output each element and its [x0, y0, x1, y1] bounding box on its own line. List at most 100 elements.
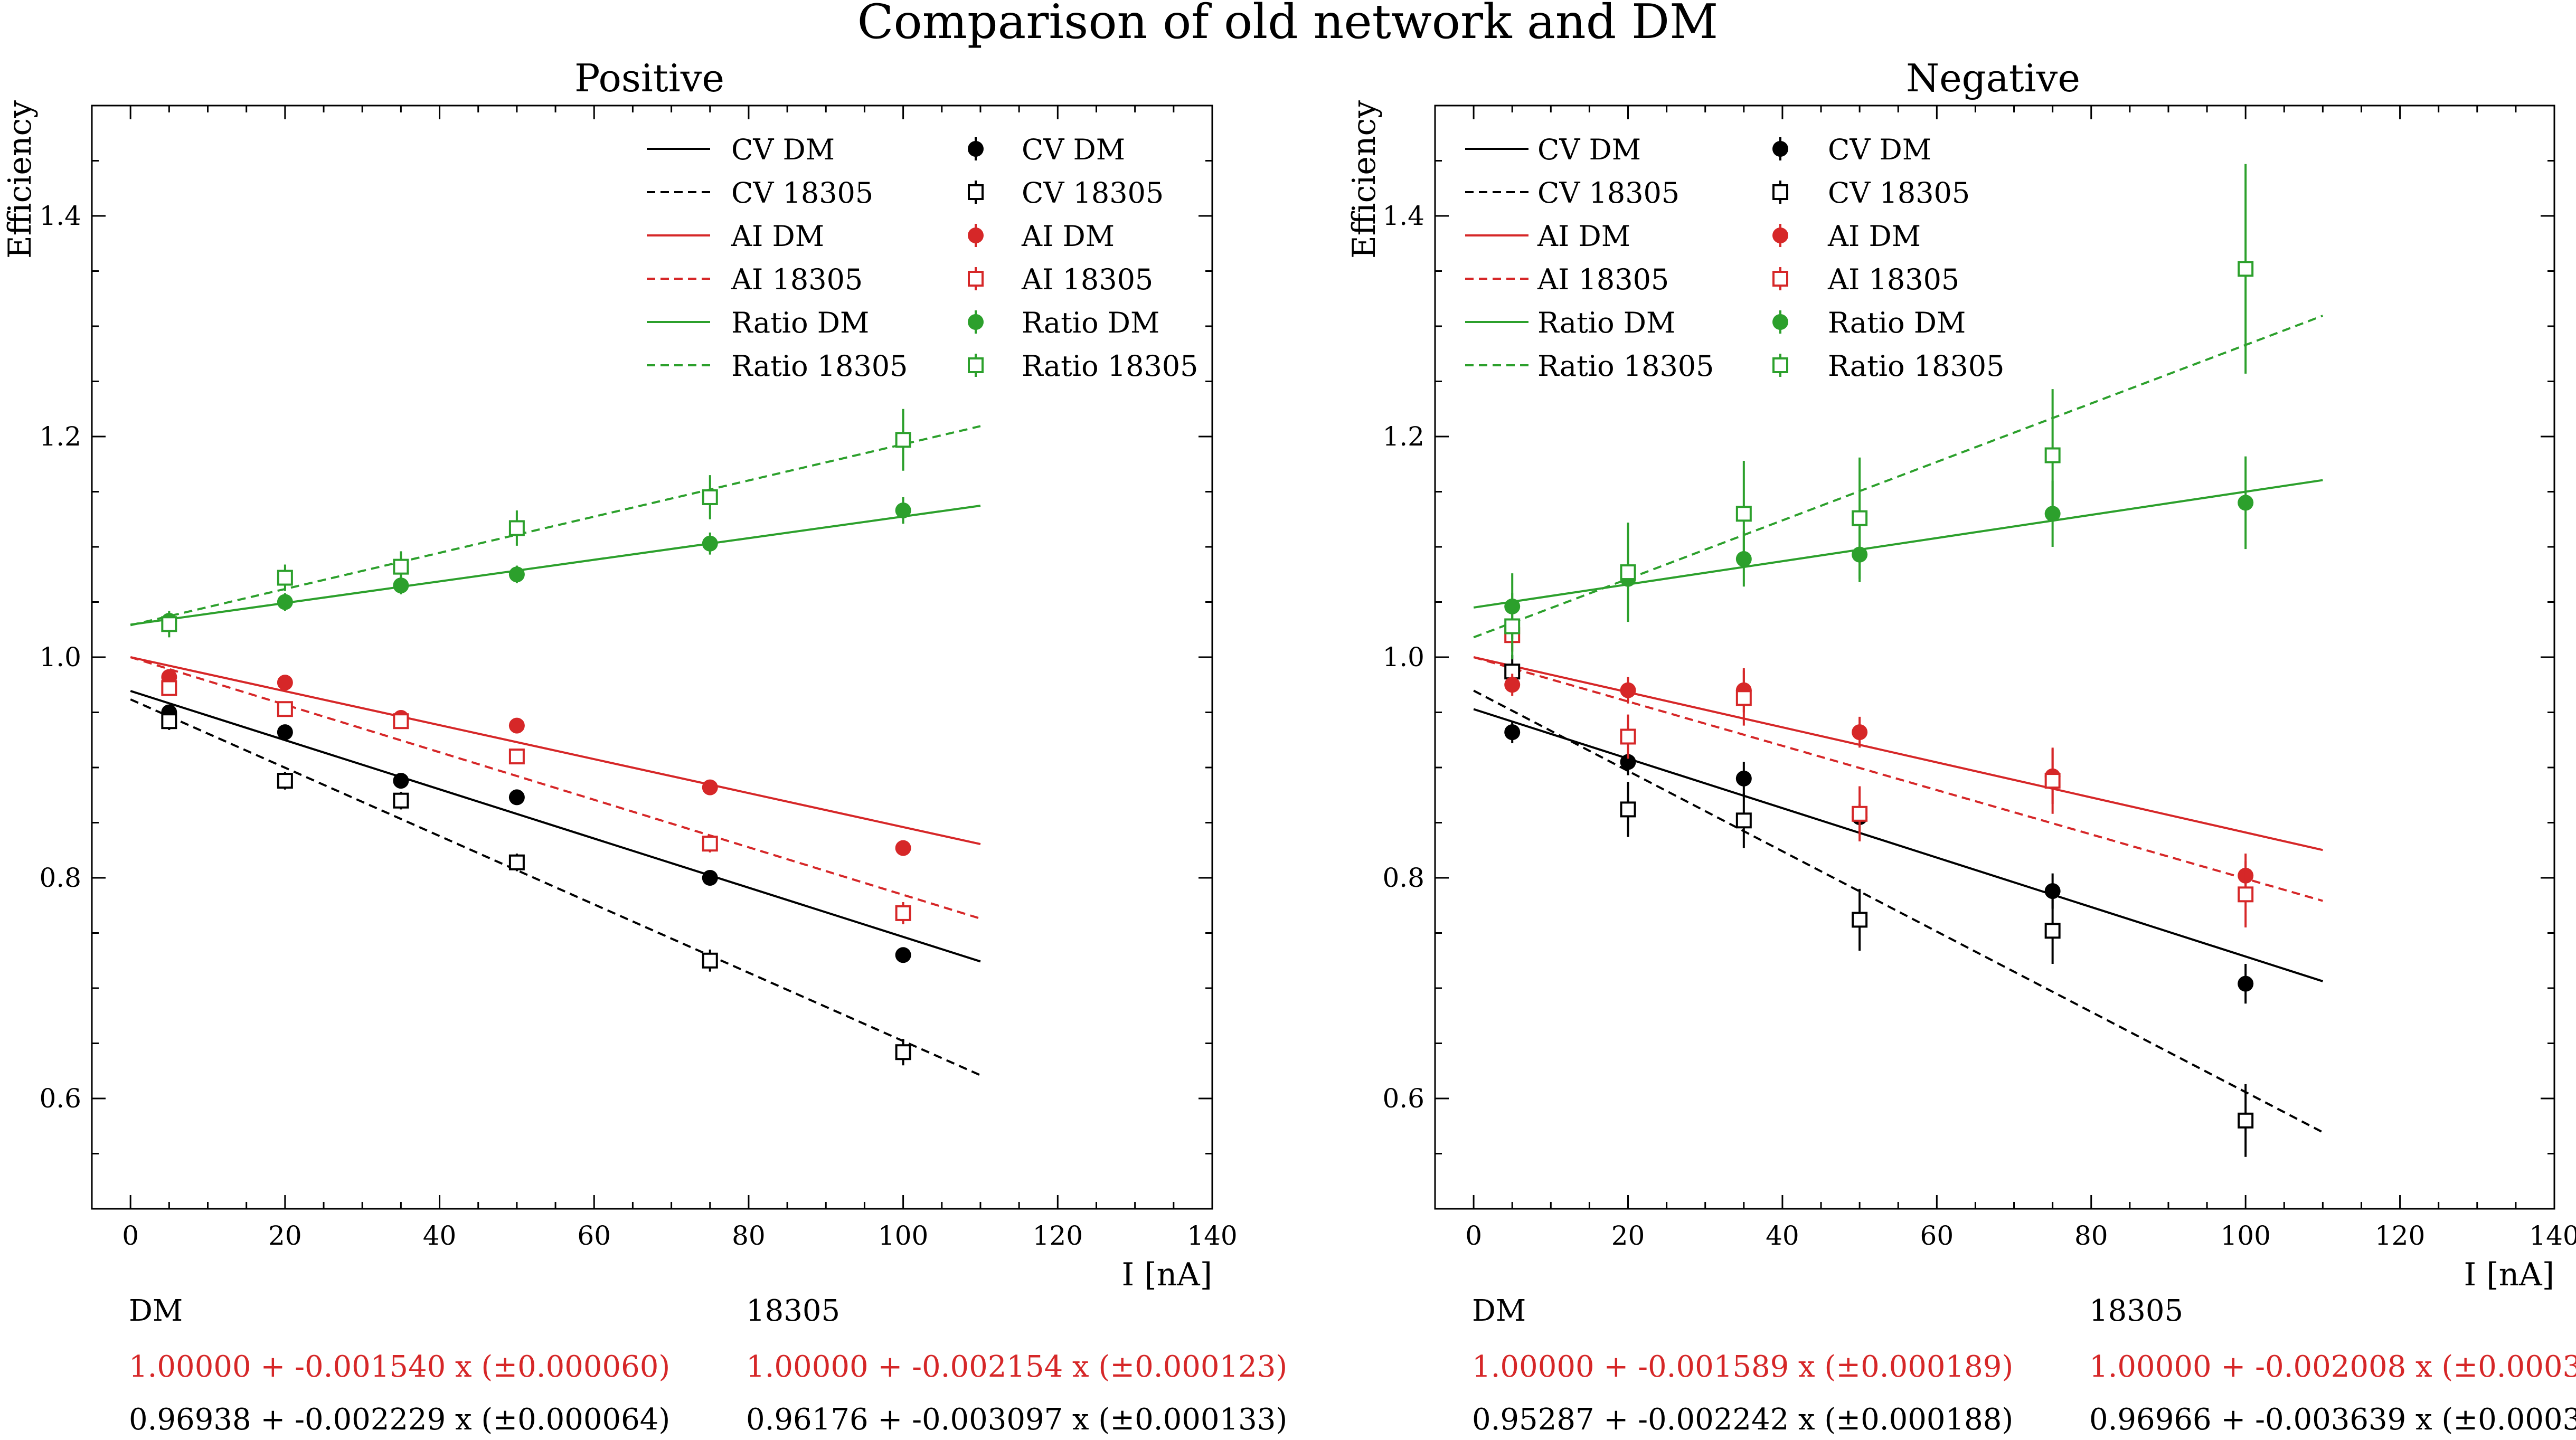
data-point — [2044, 923, 2061, 939]
legend-marker-label: CV 18305 — [1022, 176, 1164, 210]
data-point — [895, 840, 911, 856]
data-point — [508, 749, 525, 765]
legend-marker-swatch — [1772, 357, 1788, 373]
y-tick-label: 1.2 — [39, 421, 81, 452]
data-point — [702, 870, 718, 886]
x-tick-label: 0 — [122, 1220, 139, 1251]
data-point — [277, 675, 293, 691]
dm-ai-fit: 1.00000 + -0.001540 x (±0.000060) — [129, 1350, 670, 1384]
y-tick-label: 1.0 — [1382, 642, 1424, 672]
data-point — [1620, 728, 1636, 745]
legend-line-label: Ratio 18305 — [731, 349, 908, 383]
dm-header: DM — [1472, 1294, 1526, 1328]
data-point — [393, 558, 409, 575]
x-tick-label: 60 — [1920, 1220, 1954, 1251]
data-point — [702, 952, 718, 969]
series-cv-18305 — [1504, 655, 2254, 1157]
series-ai-18305 — [1504, 618, 2254, 928]
figure-title: Comparison of old network and DM — [857, 0, 1719, 50]
fit-line-ratio-18305 — [1473, 315, 2324, 639]
y-tick-label: 1.4 — [39, 201, 81, 231]
fit-line-ratio-dm — [130, 505, 981, 626]
legend-marker-swatch — [968, 314, 984, 330]
ref-cv-fit: 0.96176 + -0.003097 x (±0.000133) — [746, 1403, 1287, 1437]
data-point — [2238, 1112, 2254, 1129]
data-point — [393, 713, 409, 730]
dm-ai-fit: 1.00000 + -0.001589 x (±0.000189) — [1472, 1350, 2013, 1384]
fit-line-cv-18305 — [130, 698, 981, 1076]
data-point — [2238, 495, 2254, 511]
panel-negative: Negative 0.6 0.8 1.0 1.2 1.4 0 20 40 60 80 100 120… — [1346, 56, 2576, 1293]
dm-cv-fit: 0.95287 + -0.002242 x (±0.000188) — [1472, 1403, 2013, 1437]
legend-marker-swatch — [968, 357, 984, 373]
data-point — [1735, 770, 1752, 787]
legend-marker-label: Ratio DM — [1022, 306, 1159, 339]
x-tick-label: 40 — [1766, 1220, 1799, 1251]
legend-marker-swatch — [1772, 314, 1788, 330]
dm-header: DM — [129, 1294, 183, 1328]
legend-marker-label: Ratio DM — [1828, 306, 1966, 339]
legend-marker-label: AI 18305 — [1827, 263, 1959, 296]
data-point — [1735, 506, 1752, 522]
data-point — [1852, 724, 1868, 741]
plot-area — [91, 105, 1213, 1210]
data-point — [1504, 724, 1521, 741]
legend-marker-label: CV 18305 — [1828, 176, 1970, 210]
y-tick-label: 0.8 — [39, 863, 81, 893]
x-tick-label: 120 — [2375, 1220, 2425, 1251]
legend-marker-label: AI 18305 — [1021, 263, 1153, 296]
data-point — [277, 594, 293, 610]
legend-marker-swatch — [1772, 271, 1788, 287]
data-point — [2238, 975, 2254, 992]
data-point — [508, 520, 525, 536]
data-point — [895, 432, 911, 448]
fit-line-cv-dm — [130, 690, 981, 963]
legend-marker-label: Ratio 18305 — [1022, 349, 1199, 383]
x-tick-label: 80 — [732, 1220, 766, 1251]
legend-marker-label: CV DM — [1828, 133, 1931, 166]
y-axis-label: Efficiency — [1346, 100, 1383, 259]
axes-frame — [1434, 105, 2555, 1210]
series-cv-dm — [161, 704, 911, 963]
y-tick-labels: 0.6 0.8 1.0 1.2 1.4 — [39, 201, 81, 1114]
x-tick-label: 0 — [1465, 1220, 1482, 1251]
legend-marker-swatch — [968, 271, 984, 287]
ref-cv-fit: 0.96966 + -0.003639 x (±0.000392) — [2089, 1403, 2576, 1437]
legend-line-label: AI 18305 — [1537, 263, 1669, 296]
legend-line-label: CV 18305 — [1537, 176, 1679, 210]
legend-line-label: Ratio DM — [1537, 306, 1675, 339]
x-tick-label: 120 — [1033, 1220, 1083, 1251]
legend-line-label: Ratio DM — [731, 306, 869, 339]
y-tick-label: 0.6 — [1382, 1083, 1424, 1114]
legend-marker-swatch — [1772, 228, 1788, 243]
series-cv-18305 — [161, 712, 911, 1066]
legend-marker-label: CV DM — [1022, 133, 1125, 166]
y-tick-label: 1.0 — [39, 642, 81, 672]
x-tick-label: 20 — [268, 1220, 302, 1251]
x-tick-label: 40 — [423, 1220, 457, 1251]
legend-marker-swatch — [968, 228, 984, 243]
data-point — [393, 792, 409, 809]
data-point — [1620, 754, 1636, 770]
data-point — [277, 724, 293, 741]
data-point — [508, 854, 525, 870]
data-point — [1620, 682, 1636, 698]
panel-positive: Positive 0.6 0.8 1.0 1.2 1.4 0 20 40 60 80 100 120… — [2, 56, 1238, 1293]
fit-line-cv-18305 — [1473, 689, 2324, 1133]
legend-marker-swatch — [1772, 184, 1788, 200]
data-point — [161, 616, 177, 632]
legend-line-label: AI 18305 — [731, 263, 863, 296]
x-tick-label: 80 — [2074, 1220, 2108, 1251]
plot-area — [1434, 105, 2555, 1210]
legend-marker-swatch — [968, 141, 984, 157]
x-tick-labels: 0 20 40 60 80 100 120 140 — [1465, 1220, 2576, 1251]
legend-line-label: AI DM — [731, 220, 824, 253]
fit-line-ai-dm — [130, 656, 981, 845]
fit-line-ratio-dm — [1473, 479, 2323, 609]
series-ratio-18305 — [161, 409, 911, 638]
ref-ai-fit: 1.00000 + -0.002154 x (±0.000123) — [746, 1350, 1287, 1384]
data-point — [702, 489, 718, 505]
fit-line-ai-dm — [1473, 656, 2323, 851]
data-point — [393, 773, 409, 789]
